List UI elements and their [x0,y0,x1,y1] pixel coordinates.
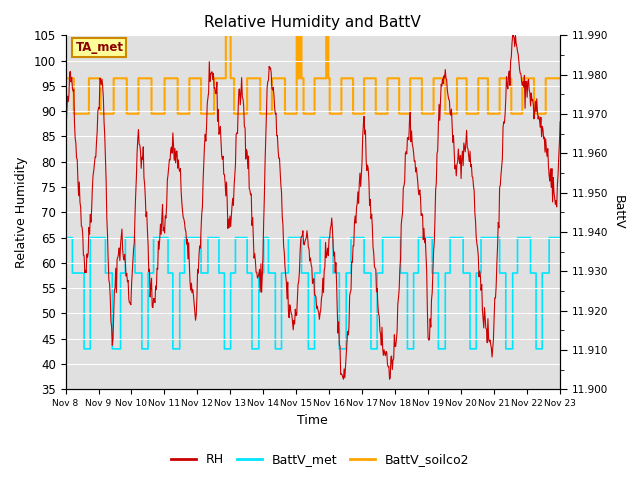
Y-axis label: BattV: BattV [612,195,625,229]
Legend: RH, BattV_met, BattV_soilco2: RH, BattV_met, BattV_soilco2 [166,448,474,471]
Title: Relative Humidity and BattV: Relative Humidity and BattV [204,15,421,30]
X-axis label: Time: Time [298,414,328,427]
Text: TA_met: TA_met [76,41,124,54]
Y-axis label: Relative Humidity: Relative Humidity [15,156,28,268]
